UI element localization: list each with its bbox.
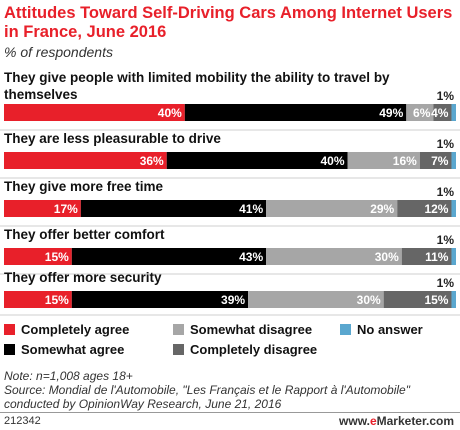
bar-segment	[4, 248, 72, 265]
data-label: 4%	[431, 106, 449, 120]
bar-segment	[4, 291, 72, 308]
bar-segment	[451, 248, 456, 265]
data-label: 15%	[424, 293, 448, 307]
legend-swatch	[4, 344, 15, 355]
bar-segment	[248, 291, 384, 308]
category-label: They are less pleasurable to drive	[4, 131, 221, 146]
chart-footer: Note: n=1,008 ages 18+ Source: Mondial d…	[4, 369, 456, 411]
category-label: They give more free time	[4, 179, 164, 194]
bar-segment	[419, 152, 452, 169]
brand-e: e	[369, 414, 377, 428]
category-label: They offer more security	[4, 270, 162, 285]
data-label: 15%	[45, 293, 69, 307]
data-label: 49%	[379, 106, 403, 120]
data-label: 1%	[437, 233, 455, 247]
bar-segment	[71, 291, 249, 308]
bar-segment	[451, 200, 456, 217]
category-label: They give people with limited mobility t…	[4, 70, 390, 85]
bar-segment	[451, 152, 456, 169]
data-label: 15%	[45, 250, 69, 264]
bar-segment	[347, 152, 420, 169]
legend-label: Completely disagree	[190, 342, 317, 357]
data-label: 39%	[221, 293, 245, 307]
data-label: 17%	[54, 202, 78, 216]
bar-segment	[401, 248, 452, 265]
data-label: 1%	[437, 89, 455, 103]
brand-logo[interactable]: www.eMarketer.com	[339, 414, 454, 428]
category-label: They offer better comfort	[4, 227, 165, 242]
data-label: 7%	[431, 154, 449, 168]
legend-swatch	[173, 324, 184, 335]
chart-subtitle: % of respondents	[4, 44, 113, 60]
bar-segment	[266, 200, 398, 217]
data-label: 16%	[393, 154, 417, 168]
bar-segment	[451, 291, 456, 308]
bar-segment	[71, 248, 267, 265]
bar-segment	[4, 152, 167, 169]
data-label: 41%	[239, 202, 263, 216]
data-label: 40%	[158, 106, 182, 120]
data-label: 6%	[413, 106, 431, 120]
data-label: 11%	[425, 250, 449, 264]
chart-title: Attitudes Toward Self-Driving Cars Among…	[4, 4, 453, 41]
brand-suffix: Marketer.com	[376, 414, 454, 428]
bar-segment	[433, 104, 452, 121]
legend-swatch	[4, 324, 15, 335]
brand-prefix: www.	[339, 414, 370, 428]
legend-swatch	[173, 344, 184, 355]
bar-segment	[406, 104, 434, 121]
legend-label: Somewhat disagree	[190, 322, 312, 337]
legend-label: No answer	[357, 322, 423, 337]
data-label: 43%	[239, 250, 263, 264]
footer-note: Note: n=1,008 ages 18+	[4, 369, 133, 383]
stacked-bar-chart: They give people with limited mobility t…	[0, 70, 460, 357]
data-label: 40%	[320, 154, 344, 168]
data-label: 1%	[437, 137, 455, 151]
data-label: 12%	[424, 202, 448, 216]
bar-segment	[451, 104, 456, 121]
chart-id: 212342	[4, 415, 41, 427]
footer-divider	[0, 412, 460, 413]
bar-segment	[4, 104, 185, 121]
footer-source: Source: Mondial de l'Automobile, "Les Fr…	[4, 383, 410, 411]
data-label: 1%	[437, 276, 455, 290]
bar-segment	[4, 200, 81, 217]
bar-segment	[80, 200, 267, 217]
category-label: themselves	[4, 87, 78, 102]
legend-label: Somewhat agree	[21, 342, 124, 357]
data-label: 1%	[437, 185, 455, 199]
bar-segment	[166, 152, 348, 169]
bar-segment	[266, 248, 402, 265]
data-label: 30%	[375, 250, 399, 264]
bar-segment	[383, 291, 452, 308]
data-label: 36%	[140, 154, 164, 168]
data-label: 30%	[357, 293, 381, 307]
legend-swatch	[340, 324, 351, 335]
data-label: 29%	[370, 202, 394, 216]
legend-label: Completely agree	[21, 322, 129, 337]
bar-segment	[397, 200, 452, 217]
bar-segment	[184, 104, 407, 121]
